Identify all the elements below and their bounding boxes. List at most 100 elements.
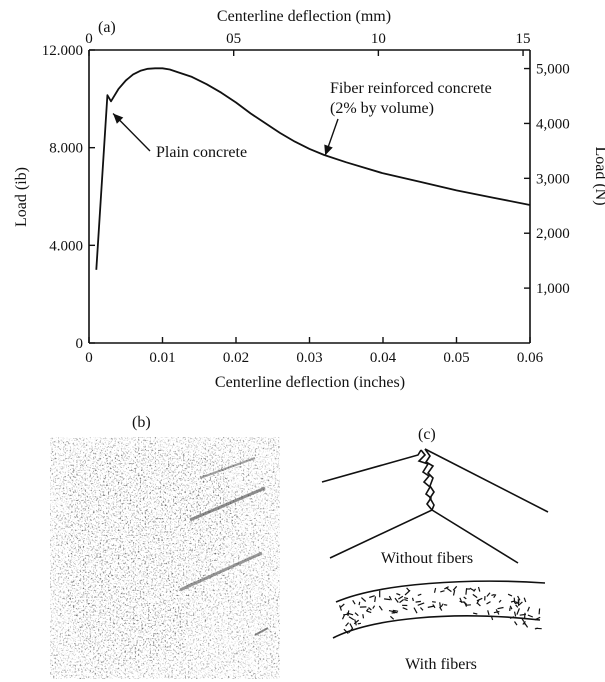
y-right-tick-label: 4,000	[536, 116, 570, 132]
fiber-dash	[463, 601, 468, 607]
fiber-dash	[527, 614, 534, 618]
fiber-dash	[339, 605, 342, 611]
fiber-dash	[417, 593, 422, 596]
fiber-dash	[353, 619, 360, 625]
fiber-dash	[517, 595, 521, 601]
fiber-dash	[443, 604, 448, 606]
fiber-dash	[517, 601, 523, 607]
fiber-dash	[339, 603, 345, 609]
fiber-dash	[415, 600, 421, 603]
fiber-dash	[411, 597, 414, 602]
fiber-dash	[362, 614, 365, 619]
fiber-dash	[519, 613, 526, 616]
fiber-dash	[473, 588, 477, 592]
fiber-dash	[491, 593, 495, 596]
annotations: Plain concrete Fiber reinforced concrete…	[156, 80, 492, 161]
fiber-dash	[509, 616, 515, 619]
micrograph-dark-region	[65, 448, 240, 665]
fiber-dash	[397, 595, 404, 600]
fiber-dash	[402, 607, 408, 611]
fiber-dash	[514, 621, 518, 626]
fiber-dash	[513, 597, 516, 604]
fiber-dash	[433, 587, 437, 593]
fiber-dash	[352, 599, 356, 605]
fiber-dash	[366, 610, 372, 614]
fiber-dashes	[339, 585, 542, 635]
fiber-dash	[354, 619, 357, 626]
fiber-dash	[493, 610, 500, 614]
fiber-dash	[343, 628, 349, 635]
fiber-dash	[348, 616, 355, 621]
annotation-fiber-reinforced: Fiber reinforced concrete	[330, 80, 492, 97]
panel-b: (b)	[50, 414, 280, 679]
fiber-dash	[432, 601, 436, 603]
fiber-dash	[404, 589, 411, 596]
fiber-dash	[369, 595, 375, 599]
fiber-dash	[374, 596, 377, 603]
fiber-dash	[445, 587, 452, 593]
fiber-dash	[498, 599, 502, 603]
micrograph-fiber	[189, 486, 266, 522]
fiber-dash	[538, 608, 541, 615]
fiber-dash	[404, 599, 408, 602]
y-right-tick-label: 5,000	[536, 62, 570, 78]
x-top-tick-label: 10	[371, 31, 386, 47]
fiber-dash	[396, 593, 401, 596]
series-line	[95, 67, 531, 270]
fiber-dash	[345, 622, 350, 627]
bottom-axis-title: Centerline deflection (inches)	[215, 374, 405, 391]
fiber-dash	[476, 600, 480, 605]
top-axis-title: Centerline deflection (mm)	[217, 8, 391, 25]
fiber-dash	[357, 622, 362, 625]
fiber-dash	[392, 609, 399, 612]
annotation-fiber-volume: (2% by volume)	[330, 100, 434, 117]
fiber-dash	[341, 614, 346, 620]
fiber-dash	[368, 607, 372, 611]
annotation-plain-concrete: Plain concrete	[156, 144, 247, 161]
fiber-dash	[343, 613, 349, 616]
fiber-dash	[463, 596, 467, 600]
fiber-dash	[515, 604, 519, 608]
y-left-tick-label: 4.000	[49, 238, 83, 254]
panel-b-label: (b)	[132, 414, 151, 431]
y-right-tick-label: 2,000	[536, 226, 570, 242]
fiber-dash	[513, 611, 517, 617]
x-bottom-tick-label: 0.04	[370, 350, 397, 366]
x-bottom-tick-label: 0.05	[443, 350, 469, 366]
fiber-dash	[399, 599, 404, 604]
x-bottom-tick-label: 0.02	[223, 350, 249, 366]
fiber-dash	[413, 607, 418, 614]
panel-a: (a) Centerline deflection (mm) Centerlin…	[13, 8, 605, 391]
caption-without-fibers: Without fibers	[381, 550, 473, 567]
fiber-dash	[346, 612, 354, 616]
fiber-dash	[439, 602, 442, 609]
fiber-dash	[486, 601, 491, 605]
fiber-dash	[469, 587, 475, 592]
fiber-dash	[523, 597, 527, 603]
fiber-dash	[354, 612, 359, 617]
y-right-tick-label: 3,000	[536, 171, 570, 187]
fiber-dash	[472, 612, 478, 615]
fiber-dash	[378, 605, 383, 611]
panel-c-label: (c)	[418, 426, 436, 443]
series	[95, 67, 531, 270]
x-top-tick-label: 05	[226, 31, 241, 47]
y-left-tick-label: 0	[76, 336, 84, 352]
fiber-dash	[388, 610, 396, 613]
fiber-dash	[527, 606, 530, 612]
fiber-dash	[507, 593, 513, 597]
fiber-dash	[419, 607, 424, 611]
x-top-tick-label: 0	[85, 31, 93, 47]
fiber-dash	[440, 603, 444, 608]
annotation-arrow-plain-head	[113, 113, 124, 124]
fiber-dash	[477, 586, 481, 592]
x-bottom-tick-label: 0	[85, 350, 93, 366]
sketch-without-fibers	[321, 448, 549, 564]
fiber-dash	[384, 598, 391, 601]
fiber-dash	[513, 600, 518, 603]
fiber-dash	[365, 608, 369, 612]
right-axis-title: Load (N)	[592, 146, 605, 205]
fiber-dash	[349, 623, 354, 629]
fiber-dash	[472, 593, 478, 599]
panel-c: (c) Without fibers With fibers	[321, 426, 549, 673]
